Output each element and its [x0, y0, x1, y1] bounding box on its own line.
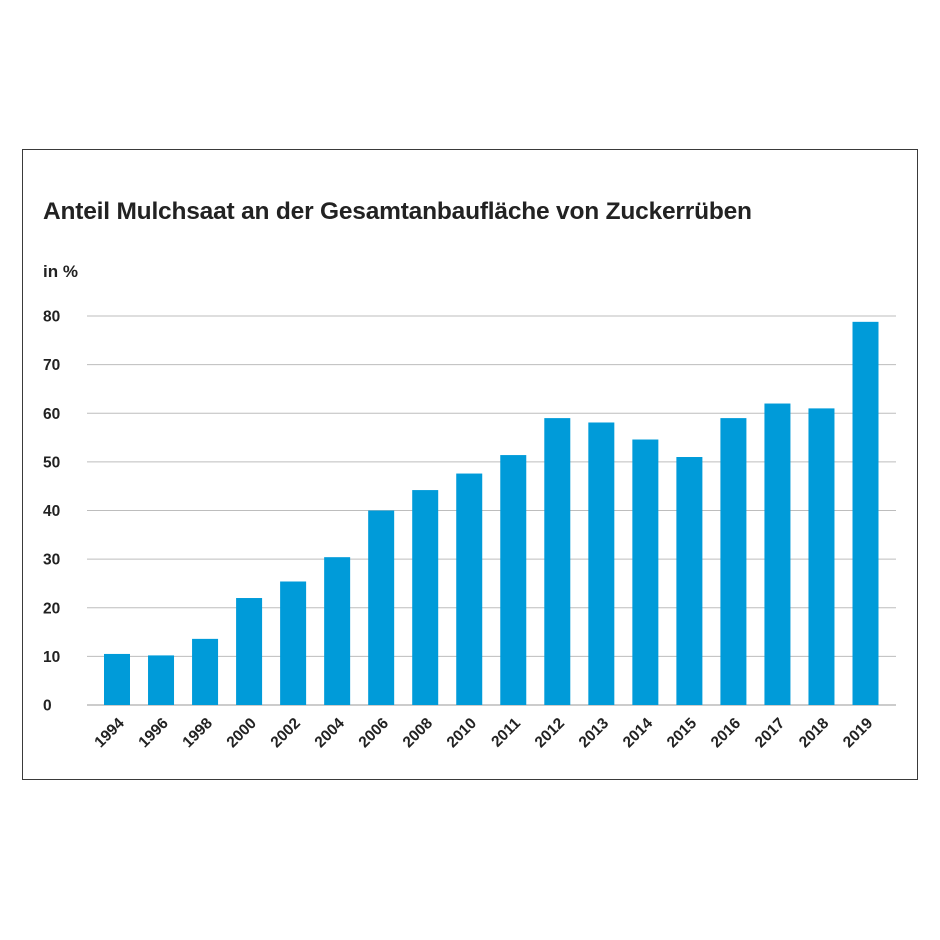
bar-1994: [104, 653, 130, 705]
bar-2018: [808, 408, 835, 705]
y-tick-label: 30: [43, 552, 60, 569]
x-tick-label: 2016: [708, 715, 745, 752]
y-axis-ticks: 0 10 20 30 40 50 60 70 80: [43, 309, 60, 715]
bar-1998: [192, 638, 219, 705]
x-axis-ticks: 1994 1996 1998 2000 2002 2004 2006 2008 2010 2011…: [91, 715, 876, 752]
gridlines: [87, 315, 896, 706]
x-tick-label: 2011: [488, 715, 524, 751]
y-axis-unit-label: in %: [43, 262, 78, 281]
x-tick-label: 2014: [620, 715, 657, 752]
x-tick-label: 2008: [400, 715, 437, 752]
y-tick-label: 10: [43, 649, 60, 666]
x-tick-label: 1994: [91, 715, 128, 752]
bar-2011: [500, 455, 527, 705]
y-tick-label: 60: [43, 406, 60, 423]
bar-2010: [456, 473, 483, 705]
x-tick-label: 2010: [444, 715, 480, 751]
x-tick-label: 2002: [268, 715, 304, 751]
x-tick-label: 2004: [312, 715, 349, 752]
y-tick-label: 20: [43, 600, 60, 617]
bar-2019: [852, 321, 879, 705]
bar-2016: [720, 418, 747, 705]
x-tick-label: 1998: [179, 715, 216, 752]
x-tick-label: 2019: [840, 715, 877, 752]
x-tick-label: 2006: [356, 715, 393, 752]
y-tick-label: 50: [43, 454, 60, 471]
bar-2002: [280, 581, 307, 705]
y-tick-label: 0: [43, 698, 52, 715]
bar-2006: [368, 510, 395, 705]
bar-2014: [632, 439, 659, 705]
x-tick-label: 2012: [532, 715, 568, 751]
x-tick-label: 2013: [576, 715, 613, 752]
x-tick-label: 1996: [135, 715, 172, 752]
y-tick-label: 80: [43, 309, 60, 326]
y-tick-label: 70: [43, 357, 60, 374]
bar-2013: [588, 422, 615, 705]
bars: [104, 321, 879, 705]
bar-2012: [544, 418, 571, 705]
x-tick-label: 2015: [664, 715, 701, 752]
bar-2004: [324, 557, 351, 705]
x-tick-label: 2000: [224, 715, 260, 751]
y-tick-label: 40: [43, 503, 60, 520]
x-tick-label: 2017: [752, 715, 788, 751]
bar-2017: [764, 403, 791, 705]
x-tick-label: 2018: [796, 715, 833, 752]
bar-2015: [676, 457, 703, 705]
bar-2008: [412, 490, 439, 705]
bar-2000: [236, 598, 263, 705]
chart-title: Anteil Mulchsaat an der Gesamtanbaufläch…: [43, 198, 752, 225]
bar-1996: [148, 655, 175, 705]
